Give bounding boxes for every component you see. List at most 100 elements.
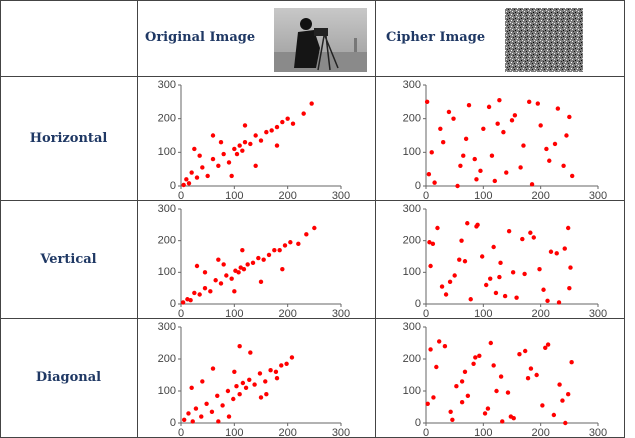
point: [481, 127, 485, 131]
point: [277, 248, 281, 252]
point: [513, 113, 517, 117]
point: [567, 115, 571, 119]
point: [189, 386, 193, 390]
point: [555, 251, 559, 255]
point: [251, 261, 255, 265]
point: [220, 403, 224, 407]
point: [438, 127, 442, 131]
point: [211, 133, 215, 137]
y-tick-label: 0: [415, 417, 421, 429]
point: [566, 392, 570, 396]
point: [529, 366, 533, 370]
row-label: Vertical: [0, 252, 137, 267]
point: [243, 140, 247, 144]
point: [510, 118, 514, 122]
cipher-image: [505, 8, 583, 72]
point: [435, 226, 439, 230]
point: [194, 406, 198, 410]
point: [216, 257, 220, 261]
x-tick-label: 200: [531, 308, 549, 318]
point: [455, 184, 459, 188]
point: [279, 363, 283, 367]
point: [263, 379, 267, 383]
y-tick-label: 100: [403, 146, 421, 158]
point: [568, 265, 572, 269]
point: [268, 368, 272, 372]
point: [547, 159, 551, 163]
point: [461, 154, 465, 158]
point: [518, 165, 522, 169]
point: [549, 250, 553, 254]
point: [569, 360, 573, 364]
point: [563, 421, 567, 425]
y-tick-label: 200: [158, 235, 176, 247]
point: [204, 402, 208, 406]
point: [544, 147, 548, 151]
point: [197, 292, 201, 296]
y-tick-label: 300: [403, 203, 421, 215]
point: [284, 362, 288, 366]
x-tick-label: 100: [474, 308, 492, 318]
point: [252, 382, 256, 386]
point: [567, 286, 571, 290]
point: [236, 270, 240, 274]
point: [527, 100, 531, 104]
point: [235, 152, 239, 156]
x-tick-label: 0: [423, 427, 429, 437]
y-tick-label: 200: [403, 113, 421, 125]
point: [545, 299, 549, 303]
x-tick-label: 200: [278, 308, 296, 318]
point: [504, 170, 508, 174]
point: [240, 248, 244, 252]
point: [205, 174, 209, 178]
x-tick-label: 300: [332, 190, 350, 200]
x-tick-label: 300: [332, 308, 350, 318]
point: [274, 370, 278, 374]
scatter-chart: 01002003000100200300: [138, 319, 375, 437]
y-tick-label: 300: [158, 203, 176, 215]
point: [570, 174, 574, 178]
point: [200, 165, 204, 169]
point: [532, 235, 536, 239]
y-tick-label: 0: [170, 180, 176, 192]
column-header: Cipher Image: [386, 30, 485, 45]
point: [441, 140, 445, 144]
point: [497, 98, 501, 102]
x-tick-label: 0: [423, 308, 429, 318]
point: [457, 257, 461, 261]
point: [473, 157, 477, 161]
point: [443, 344, 447, 348]
x-tick-label: 300: [589, 190, 607, 200]
point: [243, 123, 247, 127]
point: [458, 164, 462, 168]
point: [232, 289, 236, 293]
point: [509, 414, 513, 418]
point: [221, 152, 225, 156]
point: [488, 276, 492, 280]
point: [489, 341, 493, 345]
point: [538, 123, 542, 127]
point: [564, 133, 568, 137]
point: [440, 284, 444, 288]
scatter-chart: 01002003000100200300: [376, 319, 624, 437]
point: [296, 242, 300, 246]
y-tick-label: 300: [158, 79, 176, 91]
point: [478, 169, 482, 173]
point: [253, 133, 257, 137]
point: [197, 154, 201, 158]
point: [256, 256, 260, 260]
point: [514, 295, 518, 299]
y-tick-label: 100: [403, 266, 421, 278]
point: [536, 101, 540, 105]
row-label: Diagonal: [0, 370, 137, 385]
header-cell: [0, 0, 138, 77]
point: [452, 273, 456, 277]
point: [540, 403, 544, 407]
point: [275, 143, 279, 147]
y-tick-label: 200: [403, 353, 421, 365]
point: [301, 111, 305, 115]
x-tick-label: 100: [225, 308, 243, 318]
point: [224, 273, 228, 277]
